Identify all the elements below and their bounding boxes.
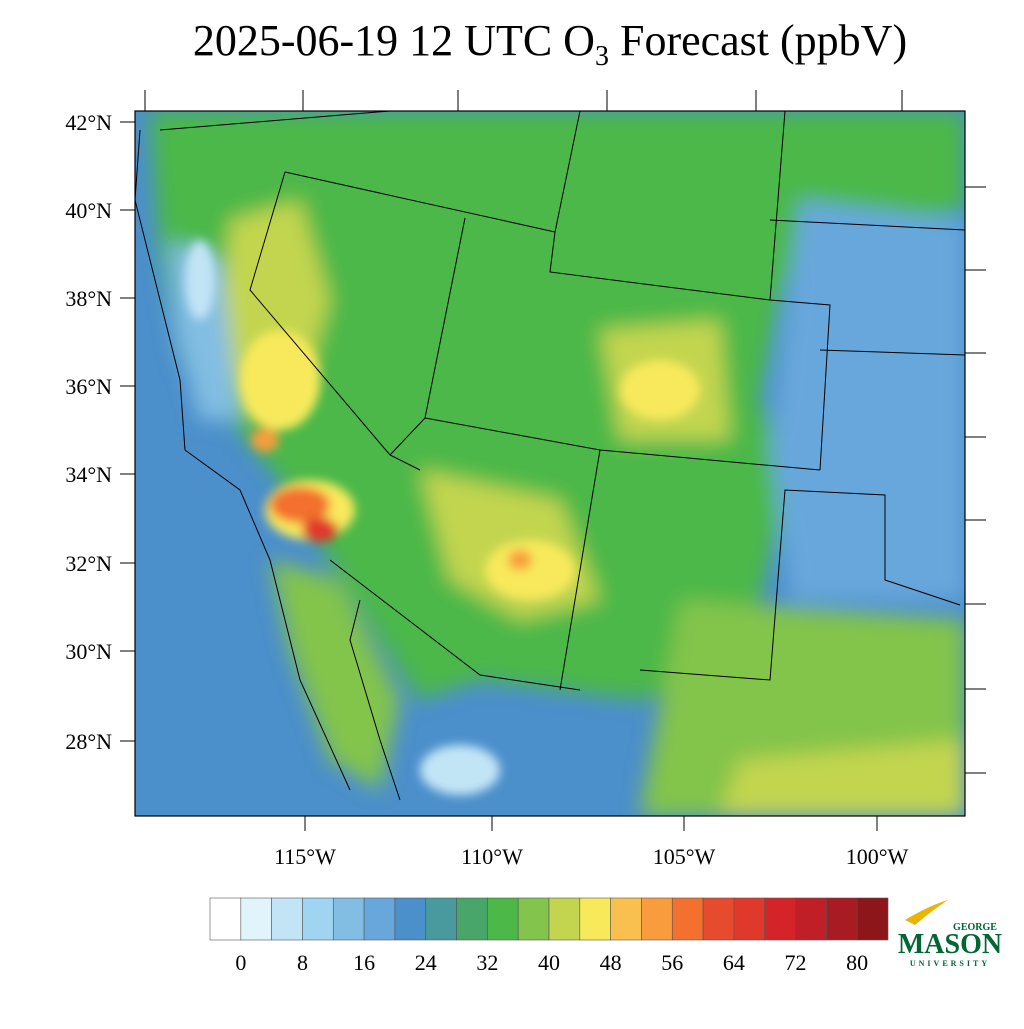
colorbar-swatch [302,897,334,941]
colorbar-swatch [394,897,427,941]
colorbar-label: 80 [846,950,868,975]
colorbar-swatch [240,897,272,941]
colorbar-label: 16 [353,950,375,975]
logo-swoosh [905,900,948,925]
map-axes: 42°N 40°N 38°N 36°N 34°N 32°N 30°N 28°N 115°W 110… [65,90,986,869]
title: 2025-06-19 12 UTC O3 Forecast (ppbV) [193,16,907,72]
colorbar-label: 0 [235,950,246,975]
colorbar-label: 32 [476,950,498,975]
colorbar-label: 64 [723,950,745,975]
colorbar-swatch [548,897,581,941]
boundaries [135,111,965,801]
lat-label: 32°N [65,551,112,576]
lat-label: 42°N [65,110,112,135]
colorbar-swatch [517,897,550,941]
colorbar-swatch [733,897,766,941]
colorbar-swatch [702,897,735,941]
lat-label: 30°N [65,639,112,664]
colorbar-swatch [332,897,365,941]
colorbar-swatch [641,897,673,941]
colorbar-swatch [209,897,242,941]
colorbar-swatch [826,897,858,941]
logo-top: GEORGE [953,922,997,933]
title-subscript: 3 [595,41,609,72]
colorbar-label: 72 [785,950,807,975]
lat-label: 36°N [65,374,112,399]
colorbar-swatch [456,897,488,941]
colorbar-swatch [363,897,396,941]
colorbar-label: 24 [415,950,437,975]
lat-label: 34°N [65,462,112,487]
logo-bottom: UNIVERSITY [910,959,990,968]
colorbar-swatch [271,897,303,941]
colorbar-swatch [610,897,642,941]
colorbar-swatch [856,897,889,941]
colorbar: 0 8 16 24 32 40 48 56 64 72 80 [209,897,889,975]
map-frame [134,110,966,817]
logo: GEORGE MASON UNIVERSITY [898,900,1002,968]
ozone-field [135,111,965,816]
lat-label: 28°N [65,729,112,754]
colorbar-label: 56 [661,950,683,975]
colorbar-label: 48 [600,950,622,975]
title-text: 2025-06-19 12 UTC O [193,16,595,65]
lat-label: 38°N [65,286,112,311]
colorbar-label: 8 [297,950,308,975]
colorbar-label: 40 [538,950,560,975]
colorbar-swatch [795,897,827,941]
colorbar-swatch [487,897,519,941]
lon-label: 110°W [461,844,523,869]
title-suffix: Forecast (ppbV) [609,16,907,65]
lon-label: 115°W [274,844,336,869]
colorbar-swatch [671,897,704,941]
colorbar-swatch [579,897,611,941]
logo-main: MASON [898,929,1002,960]
lon-label: 100°W [846,844,909,869]
lat-label: 40°N [65,198,112,223]
colorbar-swatch [425,897,457,941]
lon-label: 105°W [653,844,716,869]
colorbar-swatch [764,897,796,941]
